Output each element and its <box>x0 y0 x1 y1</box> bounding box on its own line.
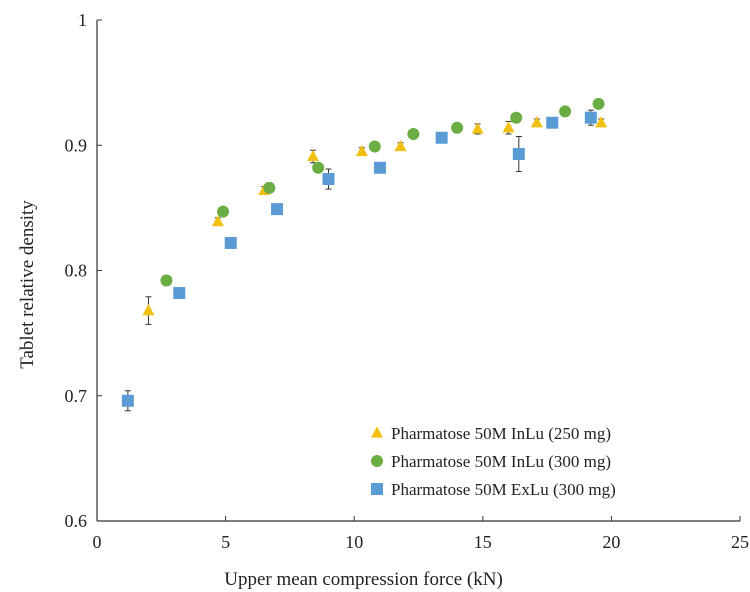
y-tick-label: 0.9 <box>65 135 88 155</box>
legend-label: Pharmatose 50M InLu (300 mg) <box>391 452 611 471</box>
legend-label: Pharmatose 50M ExLu (300 mg) <box>391 480 616 499</box>
x-tick-label: 25 <box>731 532 749 552</box>
y-axis-title: Tablet relative density <box>17 200 38 369</box>
data-point-circle <box>160 274 173 287</box>
data-point-triangle <box>471 122 484 134</box>
x-tick-label: 0 <box>93 532 102 552</box>
legend-item: Pharmatose 50M InLu (250 mg) <box>371 424 611 443</box>
legend-item: Pharmatose 50M InLu (300 mg) <box>371 452 611 471</box>
series-circle <box>160 97 605 287</box>
data-point-square <box>173 287 186 300</box>
data-point-triangle <box>394 139 407 152</box>
data-point-circle <box>217 205 230 218</box>
y-axis-ticks: 0.6 0.7 0.8 0.9 1 <box>65 10 102 531</box>
x-tick-label: 10 <box>345 532 363 552</box>
data-point-square <box>435 131 448 144</box>
legend-marker-triangle <box>371 426 383 438</box>
data-point-square <box>584 111 597 124</box>
data-point-triangle <box>502 121 515 133</box>
data-point-triangle <box>595 116 608 128</box>
legend-marker-circle <box>371 455 383 467</box>
data-point-triangle <box>355 144 368 157</box>
data-point-triangle <box>142 303 155 316</box>
data-point-circle <box>451 121 464 134</box>
y-tick-label: 1 <box>78 10 87 30</box>
y-tick-label: 0.8 <box>65 261 88 281</box>
series-layer <box>121 97 608 412</box>
x-axis-title: Upper mean compression force (kN) <box>224 569 503 590</box>
data-point-square <box>224 236 237 249</box>
data-point-square <box>121 394 134 407</box>
data-point-triangle <box>211 215 224 227</box>
x-tick-label: 20 <box>602 532 620 552</box>
data-point-circle <box>510 111 523 124</box>
series-square <box>121 109 597 412</box>
legend-label: Pharmatose 50M InLu (250 mg) <box>391 424 611 443</box>
data-point-square <box>271 203 284 216</box>
legend: Pharmatose 50M InLu (250 mg) Pharmatose 5… <box>371 424 616 499</box>
data-point-square <box>322 173 335 186</box>
data-point-triangle <box>307 149 320 162</box>
data-point-circle <box>592 97 605 110</box>
data-point-circle <box>368 140 381 153</box>
legend-item: Pharmatose 50M ExLu (300 mg) <box>371 480 616 499</box>
series-triangle <box>142 116 608 325</box>
data-point-square <box>546 116 559 129</box>
x-tick-label: 5 <box>221 532 230 552</box>
data-point-circle <box>263 181 276 194</box>
data-point-square <box>512 148 525 161</box>
data-point-circle <box>407 127 420 140</box>
data-point-triangle <box>530 116 543 128</box>
legend-marker-square <box>371 483 383 495</box>
data-point-circle <box>312 161 325 174</box>
data-point-circle <box>559 105 572 118</box>
data-point-square <box>373 161 386 174</box>
y-tick-label: 0.6 <box>65 511 88 531</box>
x-tick-label: 15 <box>474 532 492 552</box>
axes <box>96 20 740 522</box>
y-tick-label: 0.7 <box>65 386 88 406</box>
x-axis-ticks: 0 5 10 15 20 25 <box>93 516 749 552</box>
